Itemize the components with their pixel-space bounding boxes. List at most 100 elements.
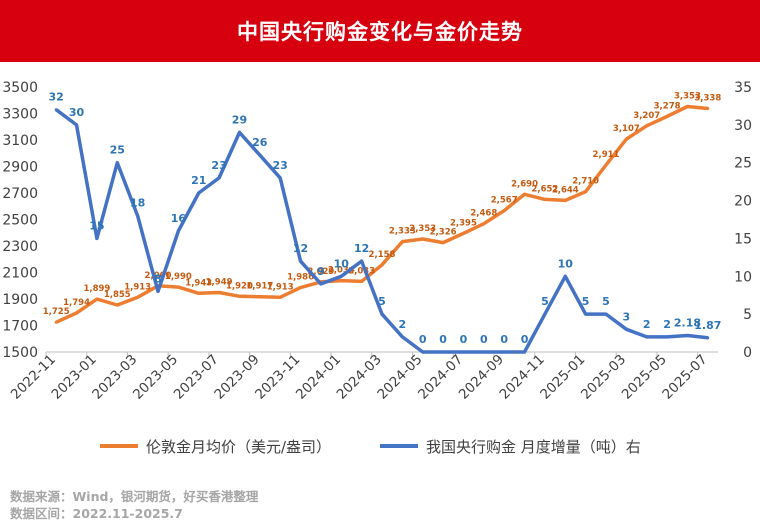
gold-price-data-label: 2,644 — [552, 185, 579, 195]
pboc-purchase-point — [278, 176, 282, 180]
y-right-tick-label: 0 — [743, 345, 752, 361]
pboc-purchase-data-label: 23 — [211, 159, 226, 172]
pboc-purchase-data-label: 3 — [623, 310, 631, 323]
gold-price-point — [563, 198, 567, 202]
pboc-purchase-data-label: 29 — [232, 113, 247, 126]
pboc-purchase-data-label: 25 — [110, 144, 125, 157]
y-right-tick-label: 35 — [734, 80, 752, 96]
pboc-purchase-point — [461, 350, 465, 354]
chart-title: 中国央行购金变化与金价走势 — [237, 20, 523, 44]
pboc-purchase-data-label: 26 — [252, 136, 268, 149]
gold-price-point — [461, 231, 465, 235]
y-left-tick-label: 2900 — [2, 160, 38, 176]
gold-price-point — [360, 279, 364, 283]
gold-price-data-label: 1,855 — [104, 290, 131, 300]
pboc-purchase-point — [54, 108, 58, 112]
gold-price-data-label: 2,567 — [491, 196, 518, 206]
gold-price-point — [604, 163, 608, 167]
gold-price-point — [54, 320, 58, 324]
pboc-purchase-data-label: 2 — [399, 318, 407, 331]
y-left-tick-label: 1500 — [2, 345, 38, 361]
pboc-purchase-point — [156, 289, 160, 293]
gold-price-data-label: 2,033 — [348, 266, 375, 276]
y-right-tick-label: 15 — [734, 231, 752, 247]
gold-price-point — [502, 209, 506, 213]
pboc-purchase-point — [523, 350, 527, 354]
pboc-purchase-data-label: 1.87 — [694, 319, 721, 332]
gold-price-data-label: 1,725 — [43, 307, 70, 317]
pboc-purchase-data-label: 5 — [541, 295, 549, 308]
y-left-tick-label: 3100 — [2, 133, 38, 149]
gold-price-point — [645, 124, 649, 128]
gold-price-data-label: 1,943 — [185, 278, 212, 288]
gold-price-point — [441, 241, 445, 245]
gold-price-data-label: 2,395 — [450, 218, 477, 228]
pboc-purchase-data-label: 0 — [419, 333, 427, 346]
gold-price-point — [339, 279, 343, 283]
gold-price-data-label: 3,207 — [633, 111, 660, 121]
pboc-purchase-data-label: 2 — [643, 318, 651, 331]
gold-price-line — [55, 104, 708, 324]
gold-price-data-label: 2,353 — [409, 224, 436, 234]
pboc-purchase-point — [217, 176, 221, 180]
gold-price-data-label: 1,920 — [226, 281, 253, 291]
pboc-purchase-data-label: 5 — [378, 295, 386, 308]
pboc-purchase-point — [95, 236, 99, 240]
gold-price-data-label: 2,911 — [593, 150, 620, 160]
pboc-purchase-point — [563, 274, 567, 278]
gold-price-data-label: 1,917 — [246, 282, 273, 292]
gold-price-point — [380, 263, 384, 267]
data-period-note: 数据区间：2022.11-2025.7 — [10, 506, 183, 521]
pboc-purchase-point — [604, 312, 608, 316]
pboc-purchase-point — [482, 350, 486, 354]
gold-price-data-label: 2,000 — [145, 271, 172, 281]
y-right-tick-label: 30 — [734, 118, 752, 134]
pboc-purchase-point — [502, 350, 506, 354]
pboc-purchase-data-label: 10 — [558, 257, 574, 270]
gold-price-data-label: 1,794 — [63, 298, 90, 308]
gold-price-data-label: 3,353 — [674, 91, 701, 101]
pboc-purchase-point — [258, 153, 262, 157]
pboc-purchase-data-label: 0 — [439, 333, 447, 346]
pboc-purchase-data-label: 12 — [354, 242, 369, 255]
gold-price-point — [176, 285, 180, 289]
gold-price-point — [115, 303, 119, 307]
gold-price-point — [624, 137, 628, 141]
pboc-purchase-point — [584, 312, 588, 316]
y-right-tick-label: 20 — [734, 194, 752, 210]
gold-price-point — [523, 192, 527, 196]
gold-price-data-label: 2,158 — [369, 250, 396, 260]
pboc-purchase-point — [380, 312, 384, 316]
pboc-purchase-point — [339, 274, 343, 278]
gold-price-point — [197, 291, 201, 295]
pboc-purchase-data-label: 21 — [191, 174, 206, 187]
gold-price-data-label: 1,986 — [287, 273, 314, 283]
pboc-purchase-point — [136, 214, 140, 218]
gold-price-series: 1,7251,7941,8991,8551,9132,0001,9901,943… — [43, 91, 721, 324]
gold-price-data-label: 2,326 — [430, 228, 457, 238]
gold-price-data-label: 3,278 — [654, 101, 681, 111]
pboc-purchase-point — [441, 350, 445, 354]
gold-price-data-label: 2,029 — [307, 267, 334, 277]
pboc-purchase-data-label: 30 — [69, 106, 85, 119]
y-left-tick-label: 2500 — [2, 213, 38, 229]
legend-label-pboc-purchases: 我国央行购金 月度增量（吨）右 — [426, 438, 641, 456]
gold-price-point — [136, 295, 140, 299]
pboc-purchase-point — [400, 335, 404, 339]
pboc-purchase-point — [319, 282, 323, 286]
pboc-purchase-point — [75, 123, 79, 127]
pboc-purchase-data-label: 12 — [293, 242, 308, 255]
pboc-purchase-data-label: 2 — [663, 318, 671, 331]
pboc-purchase-data-label: 16 — [171, 212, 187, 225]
y-left-tick-label: 1900 — [2, 292, 38, 308]
pboc-purchase-data-label: 0 — [460, 333, 468, 346]
gold-price-point — [685, 104, 689, 108]
gold-price-point — [217, 291, 221, 295]
y-right-tick-label: 25 — [734, 156, 752, 172]
legend: 伦敦金月均价（美元/盎司） 我国央行购金 月度增量（吨）右 — [100, 438, 641, 456]
pboc-purchase-point — [624, 327, 628, 331]
y-left-tick-label: 1700 — [2, 319, 38, 335]
y-left-tick-label: 2700 — [2, 186, 38, 202]
gold-price-point — [237, 294, 241, 298]
